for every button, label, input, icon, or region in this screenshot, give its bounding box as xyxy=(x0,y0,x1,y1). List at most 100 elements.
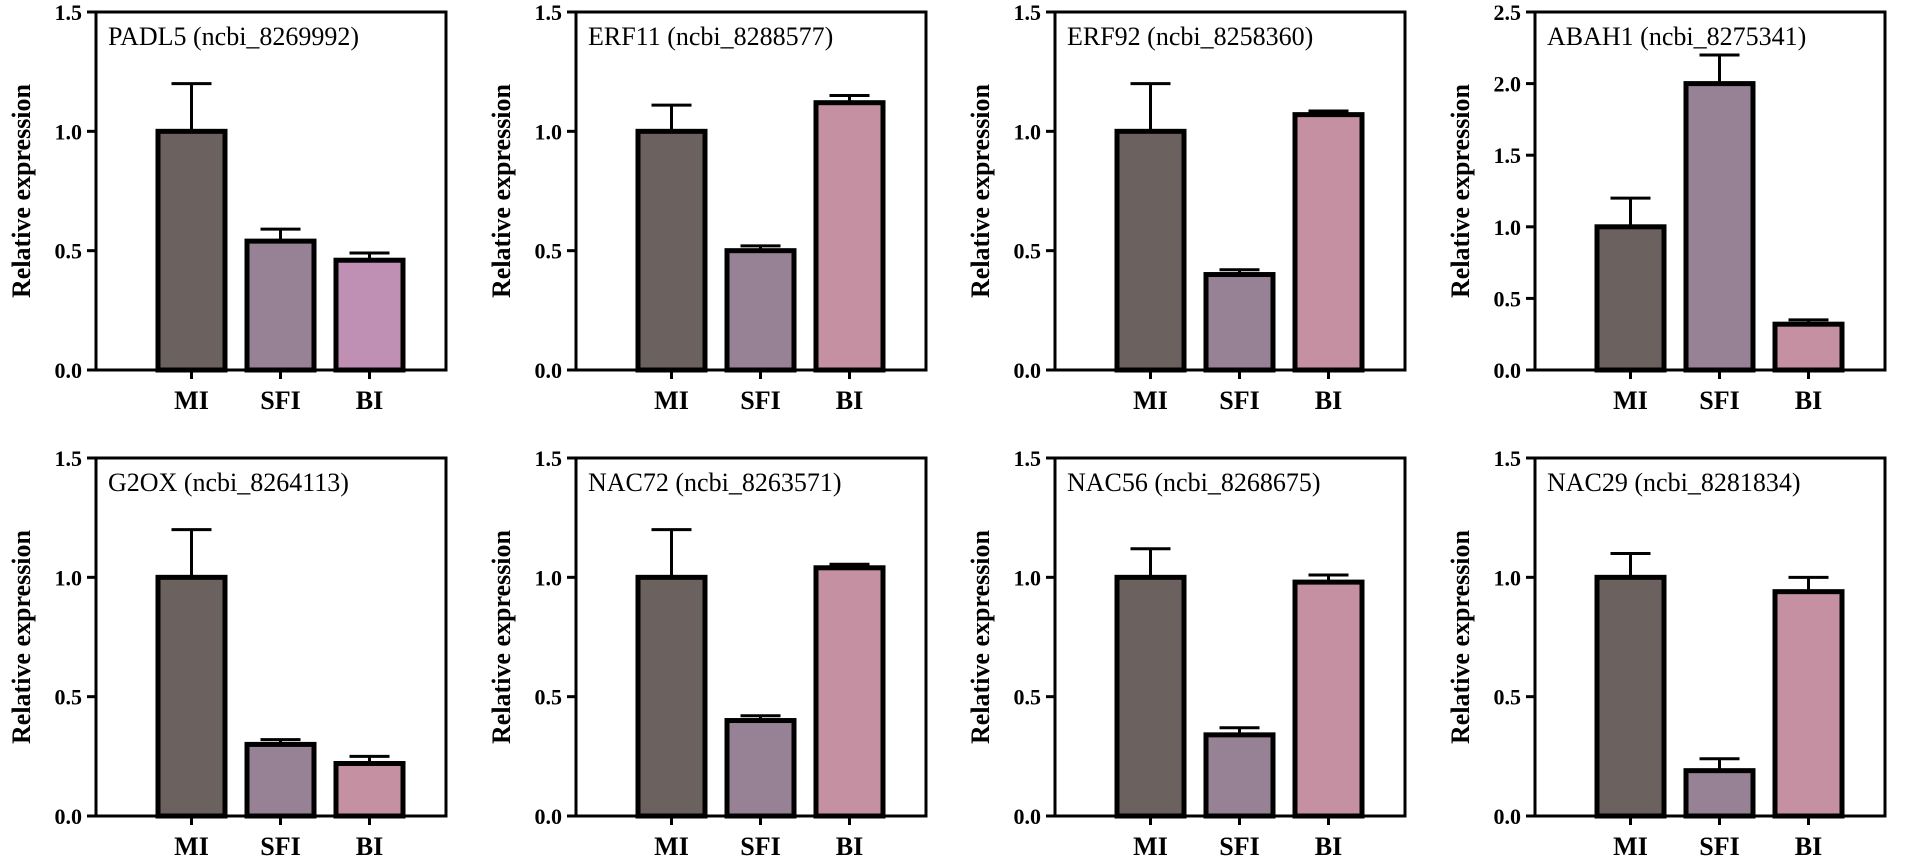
y-tick-label: 0.5 xyxy=(1014,239,1042,264)
x-tick-label: BI xyxy=(1795,386,1822,415)
bar-mi xyxy=(1114,574,1187,819)
chart-panel-8: 0.0 0.5 1.0 1.5 Relative expression NAC29 (nc… xyxy=(1446,446,1887,861)
x-tick-label: MI xyxy=(1613,832,1648,861)
x-tick-label: SFI xyxy=(740,386,780,415)
y-tick-label: 1.0 xyxy=(1494,215,1522,240)
bar-mi xyxy=(1594,224,1667,373)
bar-mi xyxy=(635,128,708,373)
bar-sfi xyxy=(1203,272,1276,373)
bar-bi xyxy=(813,100,886,373)
y-tick-label: 0.0 xyxy=(1494,358,1522,383)
x-tick-label: MI xyxy=(654,832,689,861)
y-tick-label: 1.5 xyxy=(1014,0,1042,25)
bar-sfi xyxy=(244,741,317,819)
y-tick-label: 1.5 xyxy=(1494,143,1522,168)
chart-panel-1: 0.0 0.5 1.0 1.5 Relative expression PADL5 (nc… xyxy=(7,0,448,415)
y-axis-label: Relative expression xyxy=(7,83,36,298)
chart-panel-5: 0.0 0.5 1.0 1.5 Relative expression G2OX (ncb… xyxy=(7,446,448,861)
bar-mi xyxy=(635,574,708,819)
chart-title: NAC29 (ncbi_8281834) xyxy=(1547,468,1800,497)
x-tick-label: BI xyxy=(1795,832,1822,861)
chart-title: G2OX (ncbi_8264113) xyxy=(108,468,349,497)
x-tick-label: BI xyxy=(356,386,383,415)
y-axis-label: Relative expression xyxy=(1446,529,1475,744)
y-tick-label: 0.5 xyxy=(55,685,83,710)
bar-sfi xyxy=(1683,768,1756,819)
y-tick-label: 1.0 xyxy=(1494,565,1522,590)
x-tick-label: SFI xyxy=(1699,386,1739,415)
x-tick-label: SFI xyxy=(1219,386,1259,415)
y-axis-label: Relative expression xyxy=(487,83,516,298)
x-tick-label: BI xyxy=(836,832,863,861)
y-axis-label: Relative expression xyxy=(7,529,36,744)
x-tick-label: MI xyxy=(1133,832,1168,861)
chart-panel-7: 0.0 0.5 1.0 1.5 Relative expression NAC56 (nc… xyxy=(966,446,1407,861)
y-axis-label: Relative expression xyxy=(966,529,995,744)
bar-bi xyxy=(333,257,406,373)
bar-bi xyxy=(333,760,406,819)
x-tick-label: BI xyxy=(1315,386,1342,415)
bar-sfi xyxy=(1203,732,1276,819)
x-tick-label: MI xyxy=(654,386,689,415)
chart-title: ERF11 (ncbi_8288577) xyxy=(588,22,833,51)
chart-panel-4: 0.0 0.5 1.0 1.5 2.0 2.5 Relative expression ABA… xyxy=(1446,0,1887,415)
x-tick-label: BI xyxy=(1315,832,1342,861)
y-tick-label: 0.5 xyxy=(1494,685,1522,710)
y-tick-label: 2.5 xyxy=(1494,0,1522,25)
y-tick-label: 0.0 xyxy=(535,358,563,383)
bar-bi xyxy=(1772,589,1845,819)
y-tick-label: 1.0 xyxy=(535,565,563,590)
bar-mi xyxy=(1594,574,1667,819)
x-tick-label: MI xyxy=(174,832,209,861)
x-tick-label: MI xyxy=(174,386,209,415)
chart-title: PADL5 (ncbi_8269992) xyxy=(108,22,359,51)
y-tick-label: 1.0 xyxy=(55,119,83,144)
y-tick-label: 1.5 xyxy=(1494,446,1522,471)
chart-panel-6: 0.0 0.5 1.0 1.5 Relative expression NAC72 (nc… xyxy=(487,446,928,861)
y-tick-label: 1.5 xyxy=(55,446,83,471)
y-tick-label: 0.0 xyxy=(55,804,83,829)
y-axis-label: Relative expression xyxy=(1446,83,1475,298)
x-tick-label: SFI xyxy=(740,832,780,861)
y-tick-label: 0.0 xyxy=(1014,804,1042,829)
chart-title: NAC72 (ncbi_8263571) xyxy=(588,468,841,497)
y-axis-label: Relative expression xyxy=(487,529,516,744)
x-tick-label: SFI xyxy=(260,386,300,415)
chart-panel-2: 0.0 0.5 1.0 1.5 Relative expression ERF11 (nc… xyxy=(487,0,928,415)
chart-title: ERF92 (ncbi_8258360) xyxy=(1067,22,1313,51)
x-tick-label: MI xyxy=(1133,386,1168,415)
bar-sfi xyxy=(724,718,797,819)
y-tick-label: 1.5 xyxy=(1014,446,1042,471)
x-tick-label: BI xyxy=(836,386,863,415)
bar-bi xyxy=(1772,321,1845,373)
y-tick-label: 1.0 xyxy=(1014,565,1042,590)
bar-bi xyxy=(1292,579,1365,819)
chart-panel-3: 0.0 0.5 1.0 1.5 Relative expression ERF92 (nc… xyxy=(966,0,1407,415)
y-tick-label: 0.0 xyxy=(535,804,563,829)
bar-mi xyxy=(155,128,228,373)
chart-title: ABAH1 (ncbi_8275341) xyxy=(1547,22,1806,51)
y-axis-label: Relative expression xyxy=(966,83,995,298)
y-tick-label: 0.5 xyxy=(1494,286,1522,311)
y-tick-label: 1.5 xyxy=(535,446,563,471)
y-tick-label: 1.5 xyxy=(535,0,563,25)
y-tick-label: 0.5 xyxy=(55,239,83,264)
bar-sfi xyxy=(724,248,797,373)
bar-sfi xyxy=(244,238,317,373)
y-tick-label: 0.5 xyxy=(1014,685,1042,710)
y-tick-label: 1.5 xyxy=(55,0,83,25)
y-tick-label: 0.0 xyxy=(55,358,83,383)
bar-mi xyxy=(155,574,228,819)
y-tick-label: 0.0 xyxy=(1014,358,1042,383)
x-tick-label: BI xyxy=(356,832,383,861)
bar-sfi xyxy=(1683,81,1756,373)
y-tick-label: 2.0 xyxy=(1494,72,1522,97)
bar-bi xyxy=(1292,112,1365,373)
y-tick-label: 1.0 xyxy=(55,565,83,590)
y-tick-label: 0.5 xyxy=(535,685,563,710)
y-tick-label: 0.5 xyxy=(535,239,563,264)
chart-title: NAC56 (ncbi_8268675) xyxy=(1067,468,1320,497)
x-tick-label: SFI xyxy=(1699,832,1739,861)
bar-mi xyxy=(1114,128,1187,373)
